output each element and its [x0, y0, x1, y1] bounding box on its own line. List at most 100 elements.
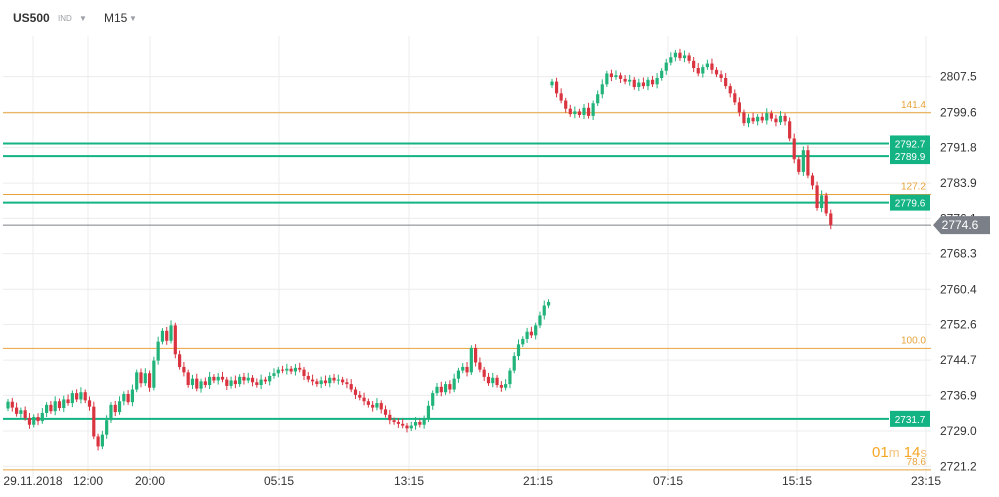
candle-down[interactable]: [577, 111, 582, 116]
candle-down[interactable]: [810, 175, 815, 186]
candle-down[interactable]: [737, 102, 741, 113]
candle-down[interactable]: [623, 78, 627, 82]
candle-up[interactable]: [268, 375, 272, 382]
candle-up[interactable]: [272, 373, 276, 376]
candle-up[interactable]: [246, 377, 250, 381]
candle-down[interactable]: [719, 74, 723, 78]
candle-down[interactable]: [554, 81, 559, 94]
candle-down[interactable]: [692, 60, 696, 69]
candle-down[interactable]: [10, 401, 14, 408]
candle-down[interactable]: [315, 381, 319, 385]
candle-down[interactable]: [298, 367, 302, 370]
candle-up[interactable]: [765, 113, 769, 121]
candle-up[interactable]: [546, 301, 551, 306]
candle-up[interactable]: [62, 399, 66, 409]
candle-down[interactable]: [733, 93, 737, 103]
candle-up[interactable]: [409, 425, 413, 429]
candle-up[interactable]: [538, 315, 542, 326]
candle-down[interactable]: [478, 362, 482, 370]
candle-down[interactable]: [401, 423, 405, 426]
candle-down[interactable]: [225, 379, 229, 386]
candle-down[interactable]: [126, 394, 130, 403]
candle-down[interactable]: [618, 75, 623, 79]
candle-down[interactable]: [418, 422, 422, 425]
candle-up[interactable]: [40, 412, 44, 422]
candle-down[interactable]: [178, 354, 182, 367]
candle-down[interactable]: [760, 116, 764, 121]
candle-down[interactable]: [255, 382, 259, 385]
candle-up[interactable]: [169, 325, 173, 341]
candle-down[interactable]: [696, 68, 700, 74]
candle-down[interactable]: [783, 115, 787, 122]
candle-up[interactable]: [512, 356, 516, 371]
candle-down[interactable]: [203, 381, 207, 385]
candle-up[interactable]: [701, 67, 705, 74]
candle-up[interactable]: [190, 378, 195, 385]
candle-up[interactable]: [600, 84, 604, 95]
candle-down[interactable]: [609, 73, 614, 78]
candle-down[interactable]: [66, 399, 70, 404]
timeframe-dropdown-icon[interactable]: ▼: [129, 14, 137, 23]
candle-down[interactable]: [687, 55, 691, 61]
candle-down[interactable]: [559, 93, 563, 101]
candle-down[interactable]: [396, 422, 400, 424]
candle-down[interactable]: [263, 379, 267, 382]
candle-down[interactable]: [57, 401, 62, 409]
price-level-tag[interactable]: [890, 135, 930, 152]
candle-up[interactable]: [229, 380, 233, 386]
candle-down[interactable]: [280, 369, 285, 371]
candle-up[interactable]: [122, 394, 126, 402]
candle-up[interactable]: [605, 73, 609, 85]
candle-up[interactable]: [582, 107, 586, 116]
candle-down[interactable]: [678, 52, 682, 59]
candle-down[interactable]: [474, 347, 478, 363]
candle-up[interactable]: [637, 82, 641, 88]
candle-down[interactable]: [405, 425, 409, 429]
candle-up[interactable]: [238, 376, 242, 385]
candle-down[interactable]: [564, 100, 568, 109]
candle-up[interactable]: [801, 150, 805, 172]
candle-up[interactable]: [550, 81, 554, 86]
candle-up[interactable]: [276, 369, 280, 374]
symbol-label[interactable]: US500: [13, 11, 50, 25]
candle-down[interactable]: [182, 366, 186, 373]
candle-up[interactable]: [285, 368, 289, 371]
candle-down[interactable]: [495, 377, 499, 385]
candle-down[interactable]: [323, 380, 328, 384]
candle-up[interactable]: [573, 111, 577, 115]
candle-down[interactable]: [75, 393, 79, 400]
candle-down[interactable]: [173, 325, 177, 355]
candle-down[interactable]: [212, 376, 216, 381]
candle-down[interactable]: [366, 401, 370, 405]
candle-up[interactable]: [820, 195, 824, 209]
candle-down[interactable]: [27, 417, 32, 425]
candle-down[interactable]: [233, 380, 237, 385]
candle-up[interactable]: [109, 404, 113, 421]
candle-up[interactable]: [70, 393, 74, 404]
candle-down[interactable]: [465, 366, 469, 373]
candle-down[interactable]: [586, 107, 591, 116]
candle-up[interactable]: [105, 420, 109, 435]
candle-up[interactable]: [655, 77, 659, 85]
candle-down[interactable]: [341, 379, 345, 383]
candle-up[interactable]: [746, 117, 751, 124]
candle-down[interactable]: [482, 369, 486, 377]
candle-up[interactable]: [534, 325, 538, 336]
symbol-dropdown-icon[interactable]: ▼: [79, 14, 87, 23]
candle-up[interactable]: [756, 116, 760, 122]
candle-down[interactable]: [14, 407, 19, 414]
price-level-tag[interactable]: [890, 194, 930, 211]
price-level-tag[interactable]: [890, 410, 930, 427]
candle-down[interactable]: [289, 368, 293, 372]
candle-up[interactable]: [614, 75, 618, 78]
candle-up[interactable]: [79, 392, 83, 400]
candle-down[interactable]: [345, 382, 349, 385]
candle-down[interactable]: [439, 386, 443, 393]
candle-up[interactable]: [6, 401, 10, 409]
candle-down[interactable]: [448, 384, 452, 390]
candle-down[interactable]: [751, 117, 755, 122]
candle-down[interactable]: [23, 410, 27, 418]
candle-down[interactable]: [815, 185, 819, 209]
candle-up[interactable]: [516, 344, 521, 357]
